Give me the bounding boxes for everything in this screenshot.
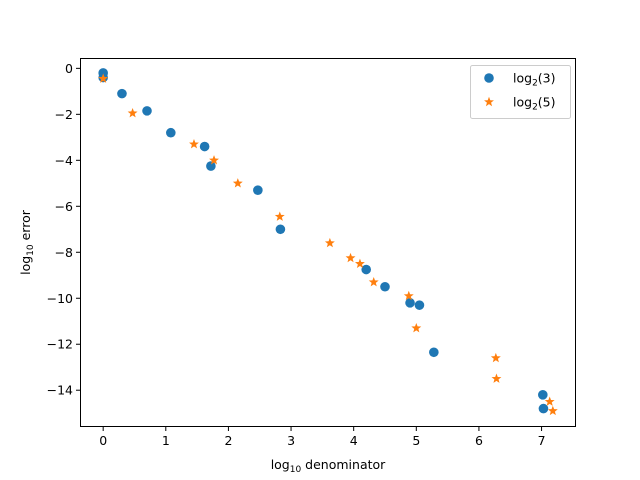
data-point-log2-3 <box>361 264 372 275</box>
data-point-log2-5 <box>490 352 501 363</box>
data-point-log2-3 <box>538 390 548 400</box>
x-axis-label-subscript: 10 <box>290 465 302 475</box>
data-point-log2-3 <box>275 224 286 235</box>
data-point-log2-3 <box>538 403 549 414</box>
y-axis-label-prefix: log <box>18 256 33 275</box>
legend-box <box>470 65 571 119</box>
legend-label-prefix: log <box>513 71 532 86</box>
legend-label-subscript: 2 <box>532 79 538 89</box>
data-point-log2-5 <box>491 373 502 383</box>
data-point-log2-5 <box>354 258 365 268</box>
x-tick-label: 5 <box>412 433 420 448</box>
data-point-log2-5 <box>411 322 422 333</box>
data-point-log2-3 <box>166 127 176 138</box>
data-point-log2-5 <box>345 252 356 263</box>
data-point-log2-3 <box>253 185 263 195</box>
legend-marker-star <box>484 96 494 107</box>
data-point-log2-5 <box>127 107 138 118</box>
legend-marker-circle <box>484 73 494 83</box>
y-axis-label-subscript: 10 <box>26 244 36 256</box>
y-tick-label: −4 <box>55 153 73 168</box>
data-point-log2-5 <box>189 139 199 149</box>
y-tick-label: −2 <box>55 107 73 122</box>
legend-label-suffix: (5) <box>538 95 556 110</box>
legend-entry-log2-3: log2(3) <box>484 71 556 89</box>
data-point-log2-5 <box>547 405 558 416</box>
legend-label-log2-3: log2(3) <box>513 71 556 89</box>
y-tick-label: −14 <box>47 383 73 398</box>
x-axis-label-suffix: denominator <box>301 457 386 472</box>
x-axis-label: log10 denominator <box>271 457 386 475</box>
x-tick-label: 4 <box>350 433 358 448</box>
y-axis-label: log10 error <box>18 209 36 275</box>
data-point-log2-3 <box>199 141 210 152</box>
legend-label-suffix: (3) <box>538 71 556 86</box>
legend-label-subscript: 2 <box>532 103 538 113</box>
plot-frame <box>80 58 576 427</box>
x-tick-label: 0 <box>99 433 107 448</box>
y-tick-label: −12 <box>47 337 73 352</box>
data-marks <box>98 68 558 416</box>
legend-label-prefix: log <box>513 95 532 110</box>
x-tick-label: 1 <box>162 433 170 448</box>
y-tick-label: 0 <box>65 61 73 76</box>
data-point-log2-3 <box>405 298 415 308</box>
data-point-log2-5 <box>209 155 219 165</box>
x-axis: 0 1 2 3 4 5 6 7 <box>99 427 546 448</box>
x-axis-label-prefix: log <box>271 457 290 472</box>
legend: log2(3) log2(5) <box>470 65 571 119</box>
data-point-log2-5 <box>98 73 109 83</box>
data-point-log2-3 <box>380 281 390 292</box>
legend-label-log2-5: log2(5) <box>513 95 556 113</box>
y-axis-label-suffix: error <box>18 209 33 244</box>
x-tick-label: 3 <box>287 433 295 448</box>
x-tick-label: 6 <box>475 433 483 448</box>
x-tick-label: 7 <box>538 433 546 448</box>
x-tick-label: 2 <box>224 433 232 448</box>
data-point-log2-5 <box>544 396 555 406</box>
y-tick-label: −8 <box>55 245 73 260</box>
legend-entry-log2-5: log2(5) <box>484 95 556 113</box>
y-axis: 0 −2 −4 −6 −8 −10 −12 −14 <box>47 61 80 398</box>
data-point-log2-3 <box>117 88 127 99</box>
data-point-log2-3 <box>142 106 152 116</box>
data-point-log2-3 <box>429 347 439 358</box>
data-point-log2-5 <box>324 237 335 248</box>
data-point-log2-5 <box>368 276 379 287</box>
data-point-log2-3 <box>414 300 425 310</box>
data-point-log2-5 <box>232 178 243 188</box>
data-point-log2-5 <box>274 211 285 221</box>
data-point-log2-3 <box>206 161 216 171</box>
data-point-log2-5 <box>403 290 414 301</box>
y-tick-label: −10 <box>47 291 73 306</box>
y-tick-label: −6 <box>55 199 73 214</box>
